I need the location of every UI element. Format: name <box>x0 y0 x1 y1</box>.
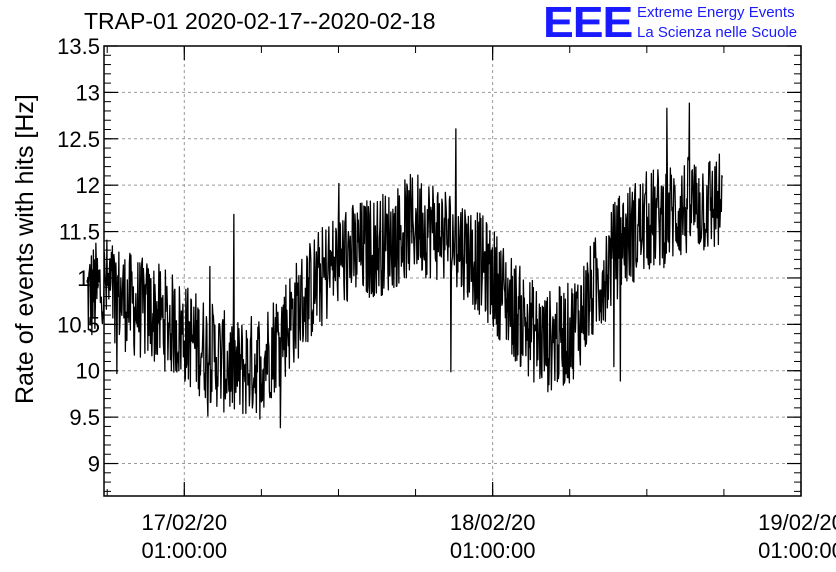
y-tick-label: 12 <box>76 173 100 198</box>
x-tick-date: 19/02/20 <box>758 510 836 535</box>
y-tick-label: 11.5 <box>59 220 100 245</box>
chart-title: TRAP-01 2020-02-17--2020-02-18 <box>84 8 436 34</box>
y-tick-label: 12.5 <box>57 127 100 152</box>
y-tick-label: 10.5 <box>57 312 100 337</box>
y-tick-label: 9.5 <box>69 405 100 430</box>
y-tick-label: 13.5 <box>57 34 100 59</box>
axes <box>104 45 802 496</box>
eee-logo: EEE Extreme Energy Events La Scienza nel… <box>543 0 836 46</box>
plot-frame <box>103 45 802 497</box>
x-tick-date: 17/02/20 <box>141 510 227 535</box>
logo-mark: EEE <box>543 0 633 47</box>
grid-lines <box>104 46 801 496</box>
series-line <box>86 102 723 429</box>
y-tick-labels: 9 9.5 10 10.5 11 11.5 12 12.5 13 13.5 <box>57 34 100 477</box>
series-layer <box>86 102 723 429</box>
x-tick-time: 01:00:00 <box>141 538 227 563</box>
logo-text-line2: La Scienza nelle Scuole <box>637 24 798 41</box>
y-tick-label: 13 <box>76 80 100 105</box>
x-tick-time: 01:00:00 <box>758 538 836 563</box>
y-tick-label: 10 <box>76 359 100 384</box>
x-tick-time: 01:00:00 <box>450 538 536 563</box>
x-tick-date: 18/02/20 <box>450 510 536 535</box>
x-tick-labels: 17/02/20 01:00:00 18/02/20 01:00:00 19/02/20… <box>141 510 836 563</box>
logo-text-line1: Extreme Energy Events <box>637 4 795 21</box>
y-tick-label: 11 <box>77 266 100 291</box>
y-tick-label: 9 <box>88 452 100 477</box>
